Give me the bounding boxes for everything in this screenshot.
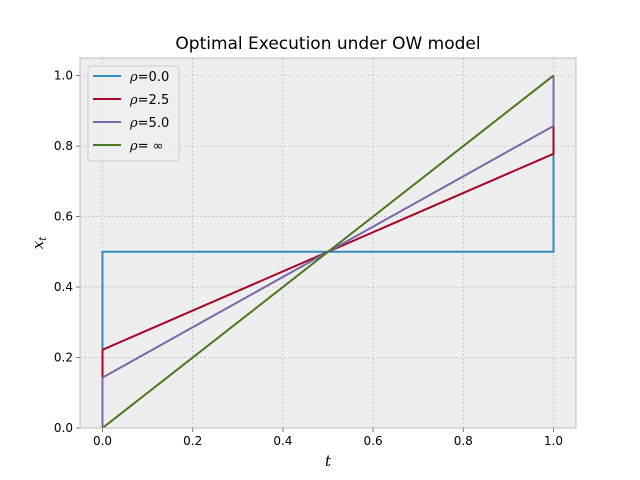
x-tick-label: 0.4 [273, 434, 292, 448]
chart-title: Optimal Execution under OW model [175, 34, 480, 54]
legend-symbol: ρ [129, 93, 138, 108]
x-tick-label: 1.0 [544, 434, 563, 448]
x-axis-label: t [325, 452, 332, 470]
legend-entry-2: ρ=5.0 [129, 116, 169, 131]
legend-value: = ∞ [138, 139, 164, 154]
legend-entry-1: ρ=2.5 [129, 93, 169, 108]
x-tick-label: 0.2 [183, 434, 202, 448]
y-tick-label: 0.8 [54, 139, 73, 153]
y-tick-label: 0.2 [54, 351, 73, 365]
y-tick-label: 1.0 [54, 69, 73, 83]
y-tick-label: 0.6 [54, 210, 73, 224]
legend-entry-0: ρ=0.0 [129, 70, 169, 85]
grid [80, 58, 576, 429]
x-tick-label: 0.8 [454, 434, 473, 448]
legend-value: =2.5 [138, 93, 170, 108]
series-line-3 [101, 74, 555, 429]
series-lines [101, 74, 555, 429]
legend-box [87, 65, 180, 162]
legend-value: =0.0 [138, 70, 170, 85]
legend-entry-3: ρ= ∞ [129, 139, 164, 154]
legend-symbol: ρ [129, 70, 138, 85]
x-axis: 0.0 0.2 0.4 0.6 0.8 1.0 [93, 428, 563, 448]
y-axis-label-sub: t [38, 236, 49, 241]
y-axis: 0.0 0.2 0.4 0.6 0.8 1.0 [54, 69, 80, 435]
y-tick-label: 0.0 [54, 421, 73, 435]
legend-value: =5.0 [138, 116, 170, 131]
y-axis-label-main: x [29, 240, 47, 249]
legend-symbol: ρ [129, 116, 138, 131]
x-tick-label: 0.6 [364, 434, 383, 448]
x-tick-label: 0.0 [93, 434, 112, 448]
y-axis-label: xt [29, 236, 49, 249]
plot-frame [79, 57, 577, 429]
y-tick-label: 0.4 [54, 280, 73, 294]
legend: ρ=0.0ρ=2.5ρ=5.0ρ= ∞ [87, 65, 180, 162]
legend-symbol: ρ [129, 139, 138, 154]
